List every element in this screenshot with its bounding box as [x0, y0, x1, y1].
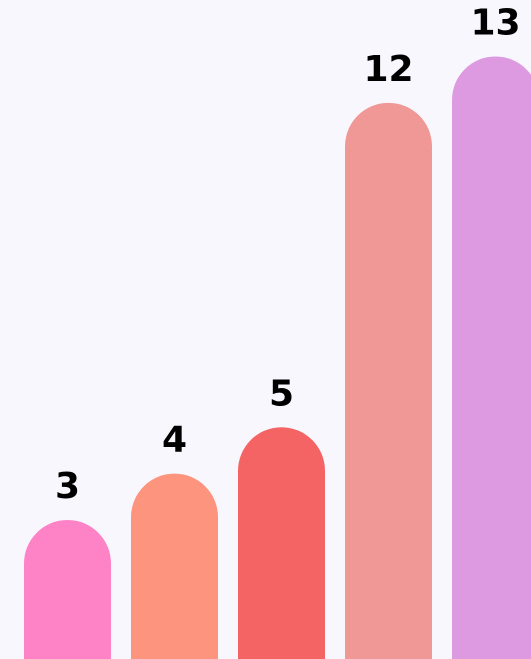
bar-value-label-3: 5	[269, 373, 294, 414]
bar-5	[452, 56, 531, 659]
value-labels-group: 3 4 5 12 13	[55, 2, 521, 507]
bar-4	[345, 102, 432, 659]
bar-3	[238, 427, 325, 659]
bar-2	[131, 473, 218, 659]
bar-value-label-4: 12	[363, 49, 413, 90]
bar-value-label-5: 13	[470, 2, 520, 43]
bars-group	[24, 56, 531, 659]
bar-value-label-1: 3	[55, 466, 80, 507]
bar-1	[24, 519, 111, 659]
bar-value-label-2: 4	[162, 420, 187, 461]
